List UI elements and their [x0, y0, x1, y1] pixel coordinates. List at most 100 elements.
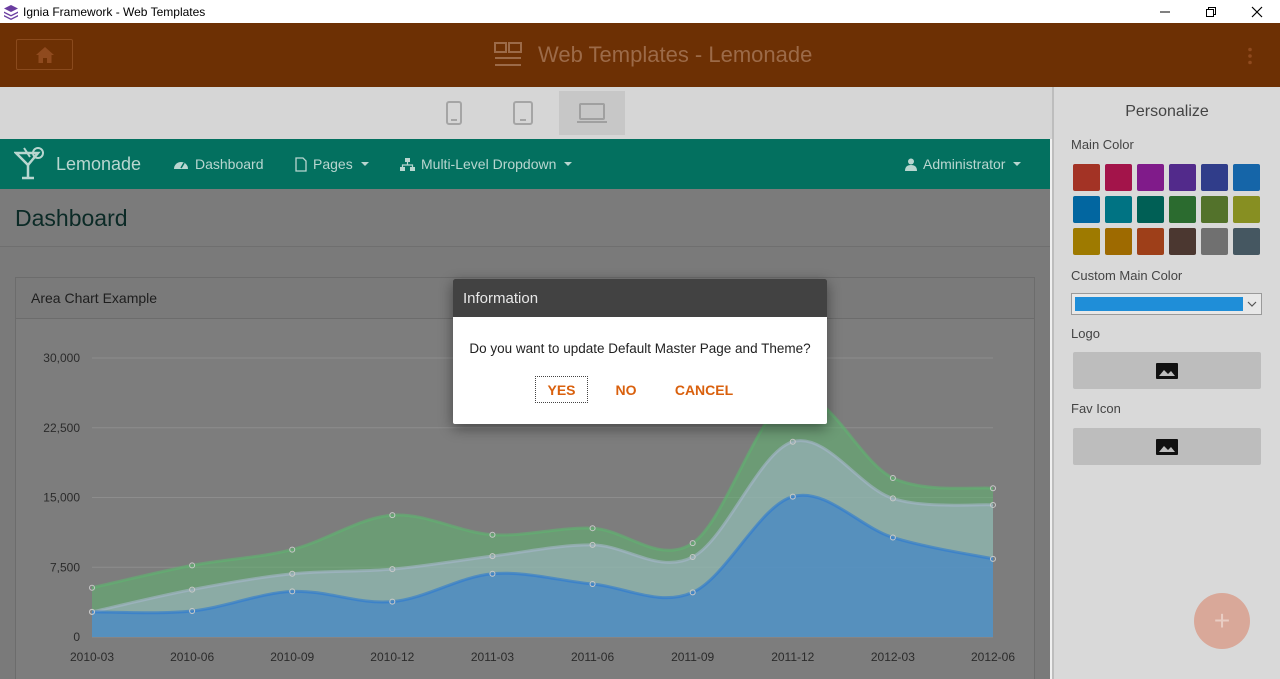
custom-color-picker[interactable] [1071, 293, 1262, 315]
user-icon [905, 158, 917, 171]
color-swatch[interactable] [1105, 164, 1132, 191]
laptop-icon [577, 103, 607, 123]
color-swatch[interactable] [1233, 164, 1260, 191]
color-swatch[interactable] [1073, 196, 1100, 223]
chart-data-point[interactable] [189, 586, 196, 593]
caret-down-icon [1013, 162, 1022, 166]
panel-title: Personalize [1125, 103, 1209, 120]
x-tick-label: 2011-03 [471, 650, 514, 664]
nav-pages[interactable]: Pages [295, 139, 369, 189]
no-button[interactable]: NO [615, 381, 637, 398]
chart-data-point[interactable] [389, 566, 396, 573]
chart-data-point[interactable] [289, 588, 296, 595]
chart-data-point[interactable] [489, 553, 496, 560]
minimize-button[interactable] [1142, 0, 1188, 23]
y-tick-label: 0 [73, 630, 80, 644]
window-title: Ignia Framework - Web Templates [23, 4, 206, 19]
file-icon [295, 156, 307, 172]
nav-pages-label: Pages [313, 156, 353, 172]
color-swatch[interactable] [1137, 164, 1164, 191]
header-title: Web Templates - Lemonade [538, 42, 813, 67]
chart-data-point[interactable] [589, 525, 596, 532]
brand-name: Lemonade [56, 153, 142, 174]
page-header: Dashboard [0, 189, 1050, 247]
chart-data-point[interactable] [189, 607, 196, 614]
chart-data-point[interactable] [89, 608, 95, 615]
x-tick-label: 2010-12 [370, 650, 414, 664]
site-brand[interactable]: Lemonade [14, 147, 141, 181]
cancel-button[interactable]: CANCEL [674, 381, 734, 398]
color-swatch[interactable] [1201, 196, 1228, 223]
color-swatch[interactable] [1073, 228, 1100, 255]
color-swatch[interactable] [1201, 164, 1228, 191]
chart-data-point[interactable] [189, 562, 196, 569]
color-swatch[interactable] [1105, 196, 1132, 223]
custom-color-preview [1075, 297, 1243, 311]
page-title: Dashboard [15, 205, 128, 231]
phone-icon [446, 101, 462, 125]
chart-data-point[interactable] [689, 554, 696, 561]
nav-dashboard-label: Dashboard [195, 156, 264, 172]
chart-data-point[interactable] [889, 495, 896, 502]
dashboard-gauge-icon [174, 162, 188, 169]
chart-data-point[interactable] [689, 589, 696, 596]
add-fab-button[interactable]: + [1194, 593, 1250, 649]
close-icon [1251, 6, 1263, 17]
color-swatch[interactable] [1073, 164, 1100, 191]
chart-data-point[interactable] [289, 570, 296, 577]
nav-user-menu[interactable]: Administrator [905, 139, 1022, 189]
chart-data-point[interactable] [990, 485, 996, 492]
color-swatch[interactable] [1233, 196, 1260, 223]
color-swatch[interactable] [1137, 196, 1164, 223]
chart-data-point[interactable] [389, 512, 396, 519]
color-swatch-grid [1073, 164, 1260, 255]
chart-data-point[interactable] [389, 598, 396, 605]
nav-multilevel-dropdown[interactable]: Multi-Level Dropdown [400, 139, 573, 189]
x-tick-label: 2011-06 [571, 650, 614, 664]
information-dialog: Information Do you want to update Defaul… [453, 279, 827, 424]
x-tick-label: 2012-03 [871, 650, 915, 664]
chart-data-point[interactable] [589, 541, 596, 548]
nav-dashboard[interactable]: Dashboard [173, 139, 264, 189]
color-swatch[interactable] [1137, 228, 1164, 255]
caret-down-icon [564, 162, 573, 166]
chart-data-point[interactable] [589, 580, 596, 587]
chart-data-point[interactable] [689, 540, 696, 547]
color-swatch[interactable] [1201, 228, 1228, 255]
chart-series-line [91, 439, 994, 614]
color-swatch[interactable] [1105, 228, 1132, 255]
chart-data-point[interactable] [990, 555, 996, 562]
logo-upload-button[interactable] [1073, 352, 1261, 389]
dialog-title: Information [453, 279, 827, 317]
image-icon [1156, 362, 1178, 379]
chart-data-point[interactable] [990, 501, 996, 508]
yes-button[interactable]: YES [535, 376, 588, 403]
restore-icon [1206, 6, 1216, 17]
color-swatch[interactable] [1169, 228, 1196, 255]
fav-icon-label: Fav Icon [1071, 401, 1121, 416]
device-laptop-button[interactable] [559, 91, 625, 135]
chart-data-point[interactable] [889, 534, 896, 541]
chart-data-point[interactable] [889, 474, 896, 481]
chevron-down-icon [1247, 301, 1257, 307]
chart-data-point[interactable] [289, 546, 296, 553]
chart-series-line [91, 392, 994, 590]
chart-data-point[interactable] [489, 531, 496, 538]
restore-button[interactable] [1188, 0, 1234, 23]
chart-data-point[interactable] [89, 584, 95, 591]
more-vert-icon[interactable] [1247, 47, 1253, 65]
chart-data-point[interactable] [489, 570, 496, 577]
fav-icon-upload-button[interactable] [1073, 428, 1261, 465]
close-button[interactable] [1234, 0, 1280, 23]
minimize-icon [1160, 11, 1170, 12]
color-swatch[interactable] [1233, 228, 1260, 255]
caret-down-icon [360, 162, 369, 166]
home-button[interactable] [16, 39, 73, 70]
chart-data-point[interactable] [789, 493, 796, 500]
device-tablet-button[interactable] [503, 91, 543, 135]
color-swatch[interactable] [1169, 196, 1196, 223]
device-phone-button[interactable] [436, 91, 472, 135]
device-toolbar [0, 87, 1052, 139]
color-swatch[interactable] [1169, 164, 1196, 191]
chart-data-point[interactable] [789, 438, 796, 445]
